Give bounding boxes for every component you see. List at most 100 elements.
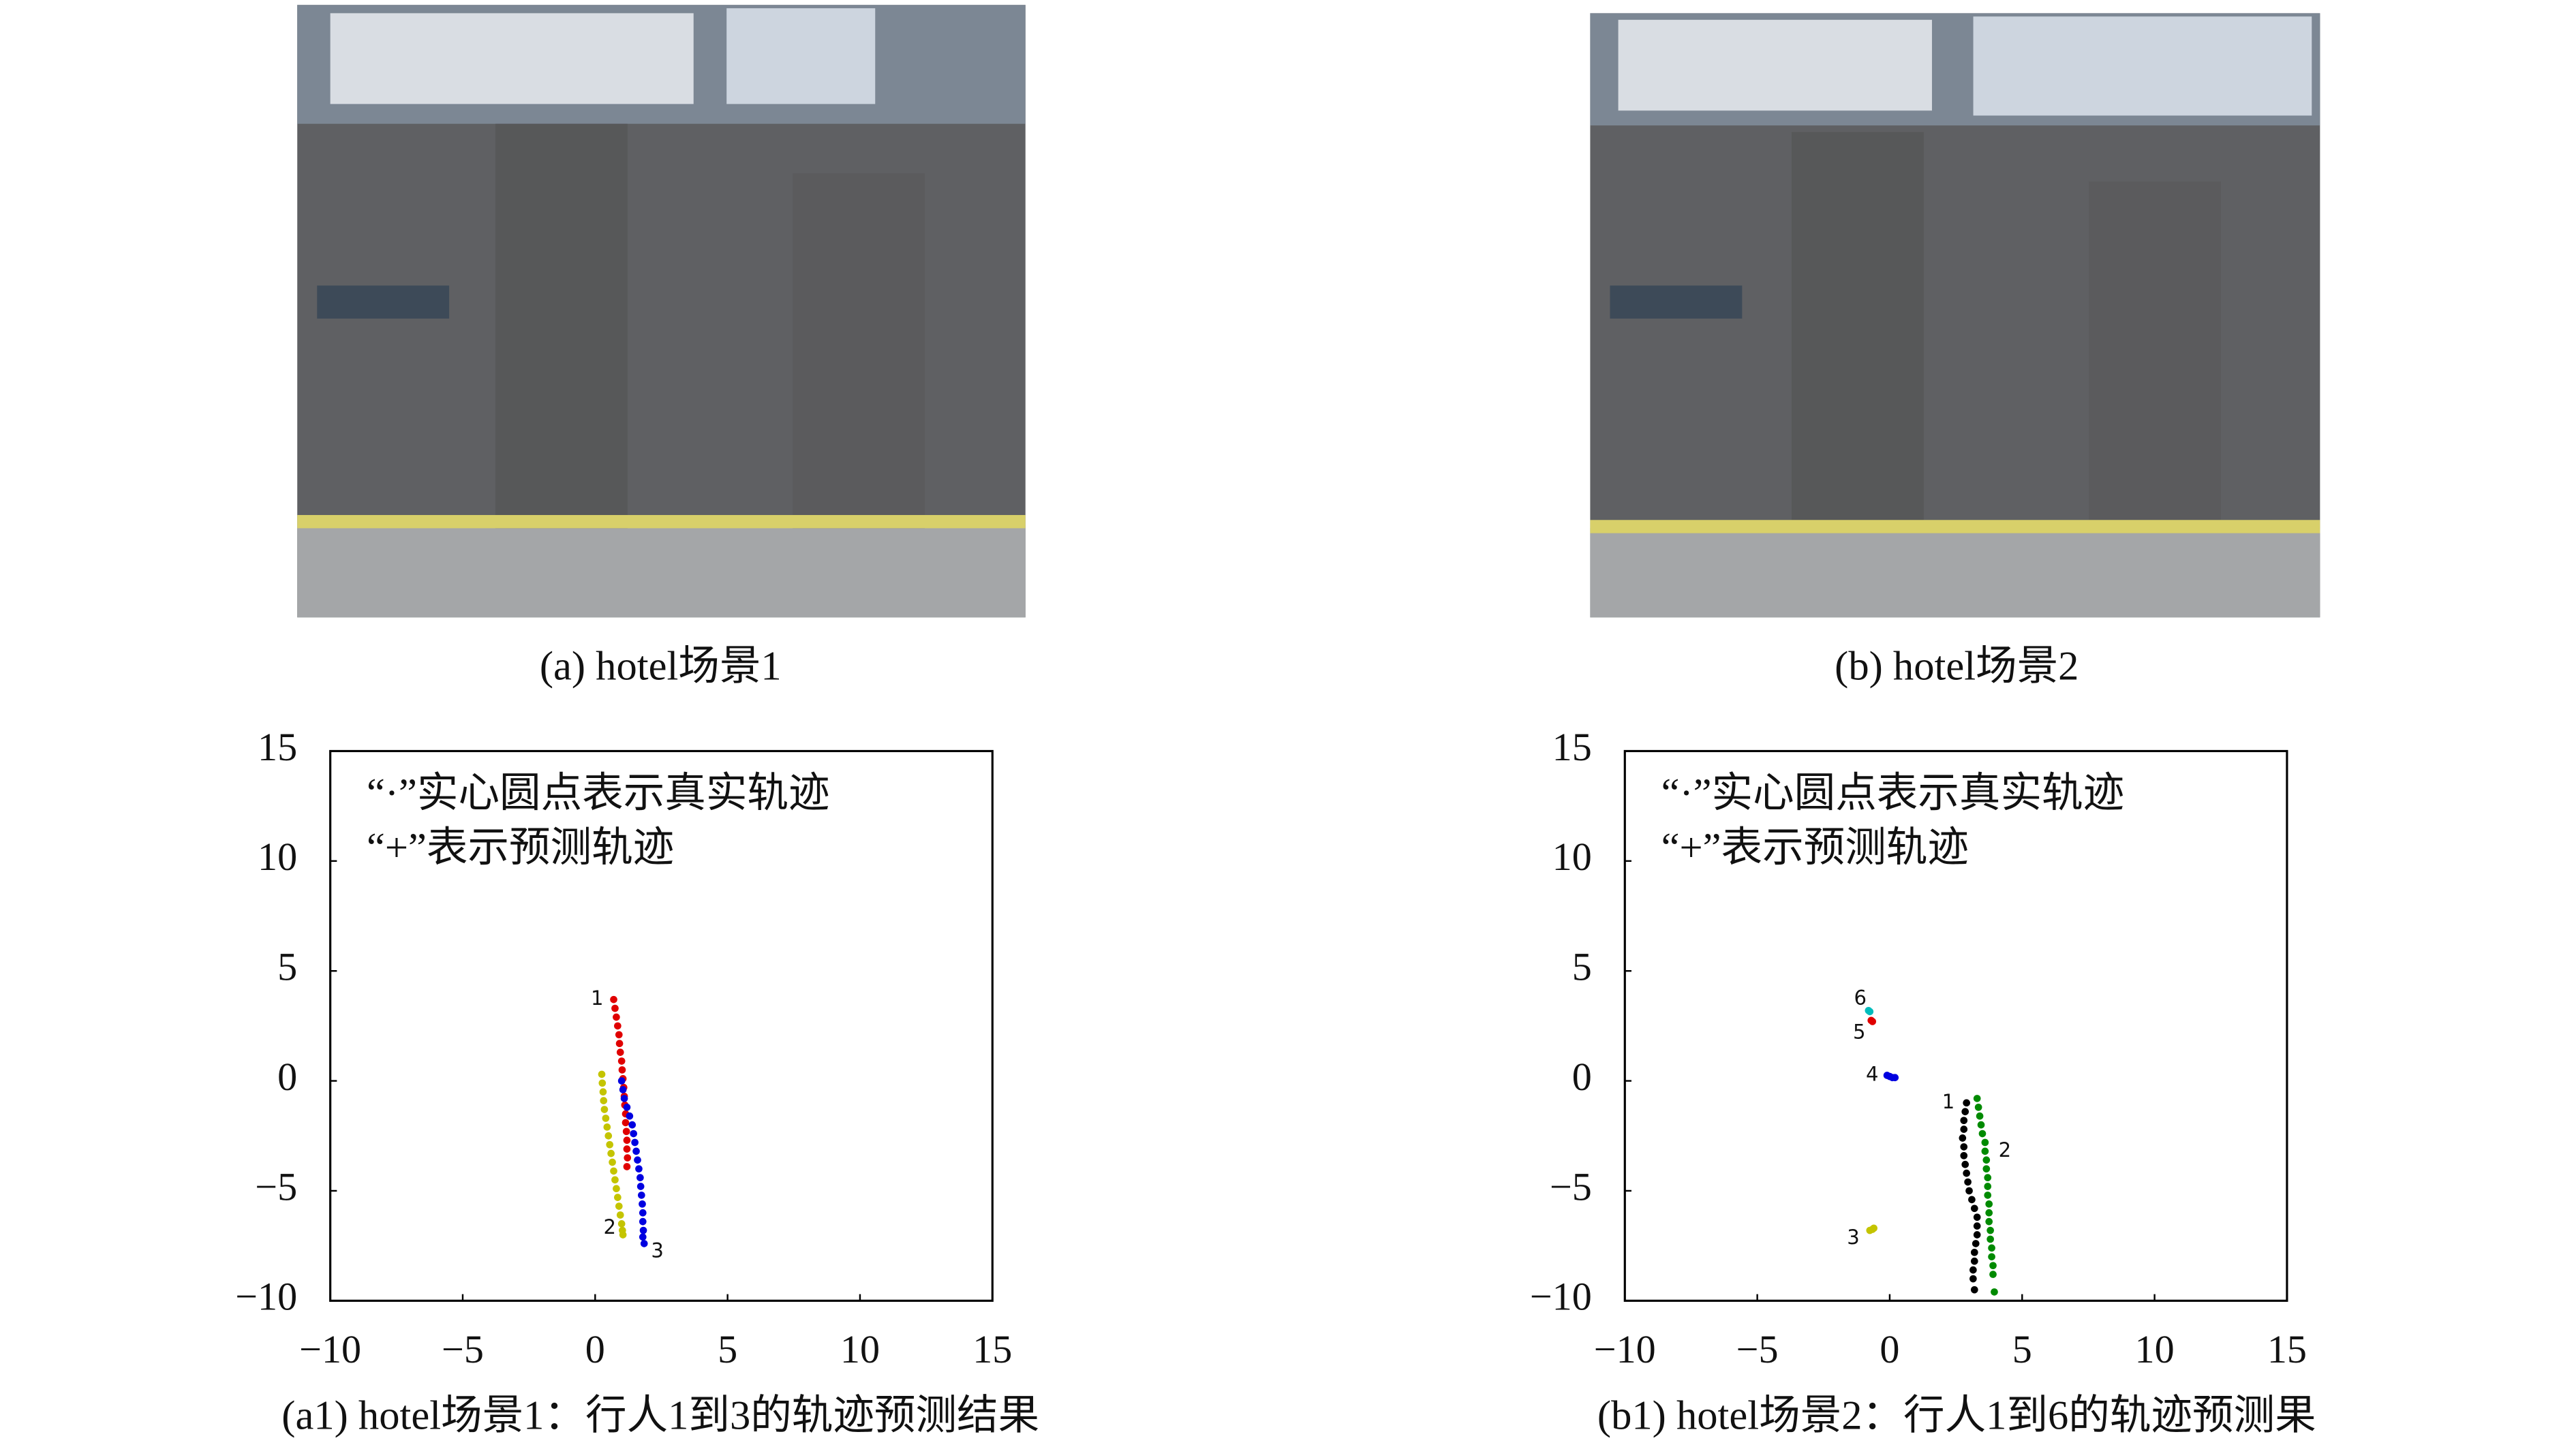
- point: [617, 1077, 626, 1085]
- point: [1964, 1178, 1972, 1186]
- y-tick-label: −10: [235, 1275, 297, 1319]
- point: [1976, 1112, 1984, 1120]
- series-label: 6: [1854, 986, 1867, 1009]
- point: [604, 1132, 613, 1140]
- point: [619, 1086, 627, 1093]
- point: [622, 1127, 630, 1136]
- point: [1960, 1143, 1968, 1151]
- point: [1968, 1196, 1976, 1204]
- series-label: 5: [1853, 1020, 1866, 1043]
- y-tick-label: 0: [277, 1055, 297, 1099]
- point: [610, 1167, 617, 1175]
- point: [1870, 1224, 1877, 1232]
- x-tick-label: −5: [442, 1327, 484, 1371]
- series-label: 1: [591, 986, 604, 1010]
- plot-frame: [329, 749, 994, 1302]
- point: [632, 1147, 640, 1155]
- chart-caption: (a1) hotel场景1：行人1到3的轨迹预测结果: [281, 1393, 1039, 1439]
- point: [1963, 1169, 1970, 1177]
- x-tick-label: 15: [972, 1327, 1012, 1371]
- point: [623, 1103, 631, 1111]
- point: [616, 1048, 624, 1056]
- point: [615, 1202, 623, 1210]
- point: [611, 1004, 619, 1012]
- y-tick-label: 10: [258, 835, 297, 879]
- series-label: 1: [1942, 1090, 1955, 1113]
- point: [609, 1158, 616, 1166]
- point: [603, 1123, 611, 1131]
- point: [639, 1233, 647, 1241]
- series-label: 2: [603, 1215, 615, 1239]
- point: [607, 1149, 615, 1157]
- point: [617, 1057, 626, 1065]
- point: [1970, 1286, 1978, 1294]
- plot-frame: [1623, 749, 2288, 1302]
- point: [1963, 1099, 1970, 1107]
- point: [1972, 1240, 1980, 1247]
- annotation: “+”表示预测轨迹: [367, 825, 674, 871]
- annotation: “·”实心圆点表示真实轨迹: [1661, 771, 2125, 816]
- y-tick-label: 15: [258, 725, 297, 769]
- point: [1984, 1174, 1992, 1181]
- point: [1970, 1257, 1978, 1265]
- point: [1970, 1204, 1978, 1213]
- y-tick-label: 5: [277, 945, 297, 989]
- point: [639, 1217, 647, 1226]
- point: [637, 1174, 644, 1181]
- y-tick-label: 5: [1572, 945, 1592, 989]
- point: [1987, 1235, 1994, 1243]
- point: [637, 1183, 645, 1190]
- point: [1977, 1121, 1985, 1129]
- annotation: “+”表示预测轨迹: [1661, 825, 1969, 871]
- point: [599, 1088, 607, 1096]
- point: [620, 1095, 628, 1102]
- point: [1961, 1160, 1969, 1168]
- point: [1988, 1253, 1995, 1261]
- point: [611, 1176, 619, 1184]
- point: [640, 1240, 648, 1247]
- point: [598, 1079, 607, 1087]
- y-tick-label: 0: [1572, 1055, 1592, 1099]
- point: [600, 1106, 609, 1113]
- point: [1981, 1138, 1989, 1147]
- point: [1991, 1288, 1998, 1296]
- y-tick-label: −5: [255, 1164, 297, 1209]
- point: [624, 1154, 632, 1162]
- point: [630, 1130, 637, 1138]
- point: [628, 1121, 637, 1129]
- point: [613, 1013, 620, 1021]
- point: [1989, 1271, 1997, 1278]
- point: [602, 1115, 610, 1122]
- x-tick-label: −5: [1736, 1327, 1779, 1371]
- point: [614, 1194, 622, 1201]
- series-label: 2: [1999, 1138, 2012, 1162]
- x-tick-label: −10: [299, 1327, 361, 1371]
- point: [619, 1231, 627, 1239]
- point: [1973, 1222, 1981, 1230]
- point: [1969, 1266, 1977, 1274]
- point: [635, 1165, 643, 1173]
- x-tick-label: 0: [585, 1327, 605, 1371]
- point: [626, 1112, 634, 1120]
- point: [1988, 1244, 1995, 1252]
- point: [606, 1140, 614, 1149]
- x-tick-label: −10: [1594, 1327, 1656, 1371]
- point: [1984, 1192, 1992, 1199]
- y-tick-label: 10: [1552, 835, 1592, 879]
- point: [1869, 1018, 1877, 1025]
- point: [1985, 1217, 1993, 1226]
- point: [618, 1066, 626, 1074]
- photo-caption: (a) hotel场景1: [540, 644, 782, 689]
- point: [639, 1209, 647, 1217]
- point: [615, 1031, 623, 1039]
- point: [1970, 1248, 1978, 1256]
- point: [1965, 1187, 1973, 1195]
- point: [1973, 1095, 1981, 1102]
- point: [1981, 1147, 1989, 1155]
- y-tick-label: 15: [1552, 725, 1592, 769]
- point: [598, 1070, 606, 1078]
- annotation: “·”实心圆点表示真实轨迹: [367, 771, 830, 816]
- point: [639, 1200, 646, 1208]
